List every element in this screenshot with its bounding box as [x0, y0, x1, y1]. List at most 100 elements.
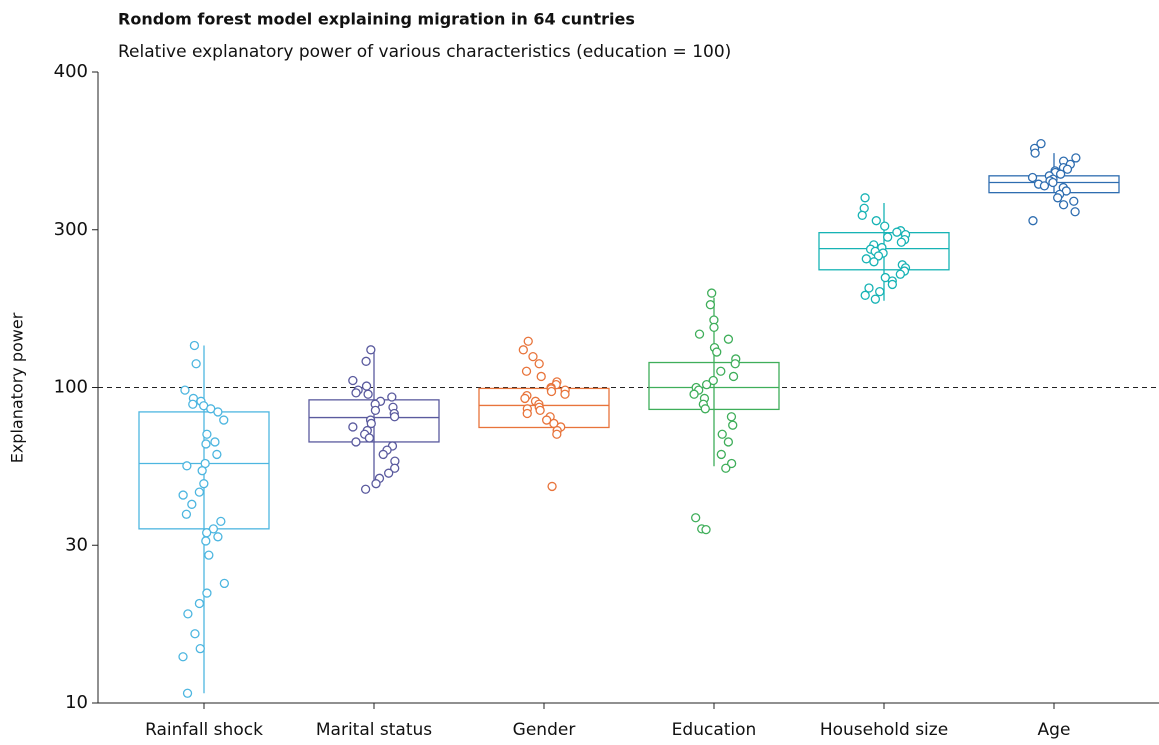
data-point — [195, 644, 205, 654]
data-point — [202, 588, 212, 598]
y-tick-label: 400 — [54, 61, 88, 82]
data-point — [542, 415, 552, 425]
data-point — [723, 334, 734, 344]
data-point — [700, 404, 710, 414]
data-point — [560, 389, 570, 399]
y-tick-label: 30 — [65, 534, 88, 555]
data-point — [188, 399, 198, 409]
data-point — [546, 386, 557, 397]
data-point — [523, 336, 533, 346]
data-point — [708, 375, 718, 386]
x-tick-label: Rainfall shock — [145, 720, 263, 740]
x-tick-label: Household size — [820, 720, 948, 740]
y-tick-label: 300 — [54, 219, 88, 240]
data-point — [728, 371, 739, 382]
data-point — [717, 429, 727, 439]
data-point — [520, 393, 530, 404]
data-point — [521, 366, 532, 376]
data-point — [1036, 139, 1046, 149]
data-point — [535, 405, 545, 415]
data-point — [726, 458, 737, 469]
data-point — [201, 439, 211, 449]
data-point — [522, 408, 532, 419]
data-point — [536, 371, 546, 382]
data-point — [689, 389, 699, 399]
data-point — [869, 257, 879, 267]
data-point — [178, 652, 188, 662]
data-point — [1070, 207, 1080, 217]
data-point — [204, 550, 214, 560]
data-point — [201, 536, 211, 546]
data-point — [351, 437, 361, 447]
x-tick-label: Marital status — [316, 720, 432, 740]
data-point — [518, 345, 528, 355]
data-point — [181, 509, 192, 519]
data-point — [1048, 177, 1058, 188]
data-point — [202, 429, 212, 439]
data-point — [194, 487, 205, 497]
data-point — [534, 359, 544, 369]
chart-subtitle: Relative explanatory power of various ch… — [118, 42, 731, 62]
data-point — [363, 389, 373, 399]
data-point — [361, 381, 372, 391]
data-point — [707, 288, 717, 298]
data-point — [378, 449, 388, 460]
data-point — [360, 484, 371, 494]
data-point — [716, 366, 726, 376]
data-point — [694, 329, 705, 339]
data-point — [709, 322, 719, 333]
x-tick-label: Gender — [513, 720, 576, 740]
data-point — [730, 359, 740, 369]
data-point — [726, 412, 737, 422]
data-point — [219, 415, 229, 425]
data-point — [366, 345, 376, 355]
data-point — [875, 286, 885, 297]
data-point — [194, 598, 205, 609]
data-point — [190, 629, 200, 639]
data-point — [716, 449, 726, 460]
x-tick-label: Education — [672, 720, 757, 740]
y-tick-label: 10 — [65, 692, 88, 713]
data-point — [180, 385, 190, 395]
data-point — [701, 524, 711, 535]
y-axis-label: Explanatory power — [8, 312, 27, 463]
data-point — [364, 433, 375, 443]
data-point — [547, 481, 557, 492]
data-point — [880, 221, 890, 231]
data-point — [870, 294, 881, 304]
data-point — [528, 351, 538, 362]
data-point — [1062, 164, 1073, 174]
x-tick-label: Age — [1038, 720, 1071, 740]
data-point — [857, 210, 867, 220]
data-point — [883, 232, 893, 242]
data-point — [384, 468, 394, 478]
data-point — [182, 461, 192, 471]
data-point — [705, 300, 716, 310]
data-point — [691, 513, 701, 523]
data-point — [1028, 216, 1038, 226]
data-point — [351, 388, 361, 398]
data-point — [1039, 181, 1050, 191]
data-point — [389, 412, 400, 422]
data-point — [219, 578, 230, 589]
data-point — [895, 269, 905, 279]
data-point — [370, 405, 381, 415]
data-point — [191, 359, 201, 369]
data-point — [864, 283, 874, 293]
data-point — [348, 422, 358, 432]
data-point — [183, 609, 193, 619]
data-point — [860, 193, 870, 203]
data-point — [348, 375, 358, 386]
y-tick-label: 100 — [54, 377, 88, 398]
data-point — [210, 437, 220, 447]
data-point — [723, 437, 734, 447]
data-point — [1069, 196, 1079, 206]
data-point — [213, 532, 223, 542]
data-point — [1055, 169, 1066, 179]
data-point — [390, 463, 400, 473]
data-point — [552, 429, 562, 439]
data-point — [182, 688, 193, 698]
box — [478, 387, 610, 429]
data-point — [387, 392, 397, 402]
